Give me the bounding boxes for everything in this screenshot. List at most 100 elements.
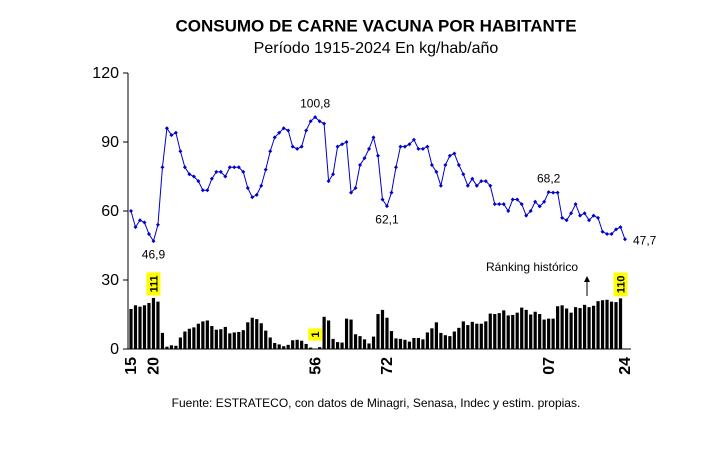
bar <box>547 319 550 349</box>
line-marker <box>304 129 308 133</box>
bar <box>408 342 411 349</box>
chart-title: CONSUMO DE CARNE VACUNA POR HABITANTE <box>175 16 576 35</box>
bar <box>192 327 195 349</box>
bar <box>570 313 573 349</box>
bar <box>363 339 366 349</box>
bar <box>466 325 469 349</box>
line-marker <box>345 140 349 144</box>
line-marker <box>605 232 609 236</box>
bar <box>525 310 528 349</box>
line-marker <box>259 184 263 188</box>
line-marker <box>142 221 146 225</box>
bar <box>453 332 456 349</box>
x-tick-label-group: 20 <box>146 357 163 375</box>
bar <box>421 339 424 349</box>
bar <box>161 333 164 349</box>
annotation: Ránking histórico <box>486 260 578 274</box>
line-marker <box>452 152 456 156</box>
bar <box>246 322 249 349</box>
line-marker <box>448 154 452 158</box>
bar <box>367 343 370 349</box>
line-marker <box>439 184 443 188</box>
bar <box>323 317 326 349</box>
line-marker <box>560 216 564 220</box>
line-marker <box>160 165 164 169</box>
bar <box>561 305 564 349</box>
bar-label-group: 110 <box>614 273 628 297</box>
bar <box>574 307 577 349</box>
bar <box>498 313 501 349</box>
bar <box>358 336 361 349</box>
line-marker <box>376 154 380 158</box>
bar <box>596 301 599 349</box>
line-marker <box>286 129 290 133</box>
bar <box>305 344 308 349</box>
bar <box>394 338 397 349</box>
line-marker <box>300 145 304 149</box>
x-tick-label: 15 <box>123 357 140 375</box>
bar <box>480 324 483 349</box>
bar <box>592 306 595 349</box>
y-tick-label: 90 <box>101 134 119 151</box>
bar <box>426 332 429 349</box>
line-marker <box>493 202 497 206</box>
bar <box>340 343 343 349</box>
bar <box>269 338 272 350</box>
bar <box>462 321 465 349</box>
line-marker <box>264 168 268 172</box>
bar <box>430 328 433 349</box>
data-label: 62,1 <box>375 212 399 226</box>
data-label: 100,8 <box>300 96 330 110</box>
bar <box>255 319 258 349</box>
line-marker <box>551 191 555 195</box>
bar <box>206 320 209 349</box>
bar <box>183 332 186 349</box>
bar <box>201 321 204 349</box>
bar <box>587 307 590 349</box>
line-marker <box>547 190 551 194</box>
bar <box>475 324 478 349</box>
bar <box>354 334 357 349</box>
line-marker <box>511 198 515 202</box>
line-marker <box>497 202 501 206</box>
bar <box>605 300 608 349</box>
bar <box>484 321 487 349</box>
bar <box>614 302 617 349</box>
bar <box>264 331 267 349</box>
line-marker <box>556 191 560 195</box>
bar <box>552 319 555 349</box>
line-marker <box>295 147 299 151</box>
bar <box>138 307 141 349</box>
bar <box>502 310 505 349</box>
y-tick-label: 0 <box>110 341 119 358</box>
bar <box>399 339 402 349</box>
line-marker <box>250 195 254 199</box>
x-tick-label-group: 07 <box>541 357 558 375</box>
bar <box>291 340 294 349</box>
bar-label-group: 111 <box>146 272 160 295</box>
bar <box>601 300 604 349</box>
line-marker <box>601 230 605 234</box>
bar <box>583 305 586 349</box>
line-marker <box>443 163 447 167</box>
bar <box>287 345 290 349</box>
bar <box>385 318 388 349</box>
line-marker <box>403 145 407 149</box>
x-tick-label: 56 <box>307 357 324 375</box>
bar-label-group: 1 <box>308 328 322 340</box>
bar <box>516 313 519 349</box>
bar <box>336 342 339 349</box>
y-tick-label: 60 <box>101 203 119 220</box>
bar <box>534 312 537 349</box>
x-tick-label-group: 72 <box>379 357 396 375</box>
bar <box>439 333 442 349</box>
line-marker <box>578 214 582 218</box>
line-marker <box>232 165 236 169</box>
x-tick-label: 07 <box>541 357 558 375</box>
line-marker <box>457 163 461 167</box>
bar <box>170 345 173 349</box>
source-note: Fuente: ESTRATECO, con datos de Minagri,… <box>172 396 581 410</box>
bar <box>219 329 222 349</box>
line-marker <box>461 172 465 176</box>
